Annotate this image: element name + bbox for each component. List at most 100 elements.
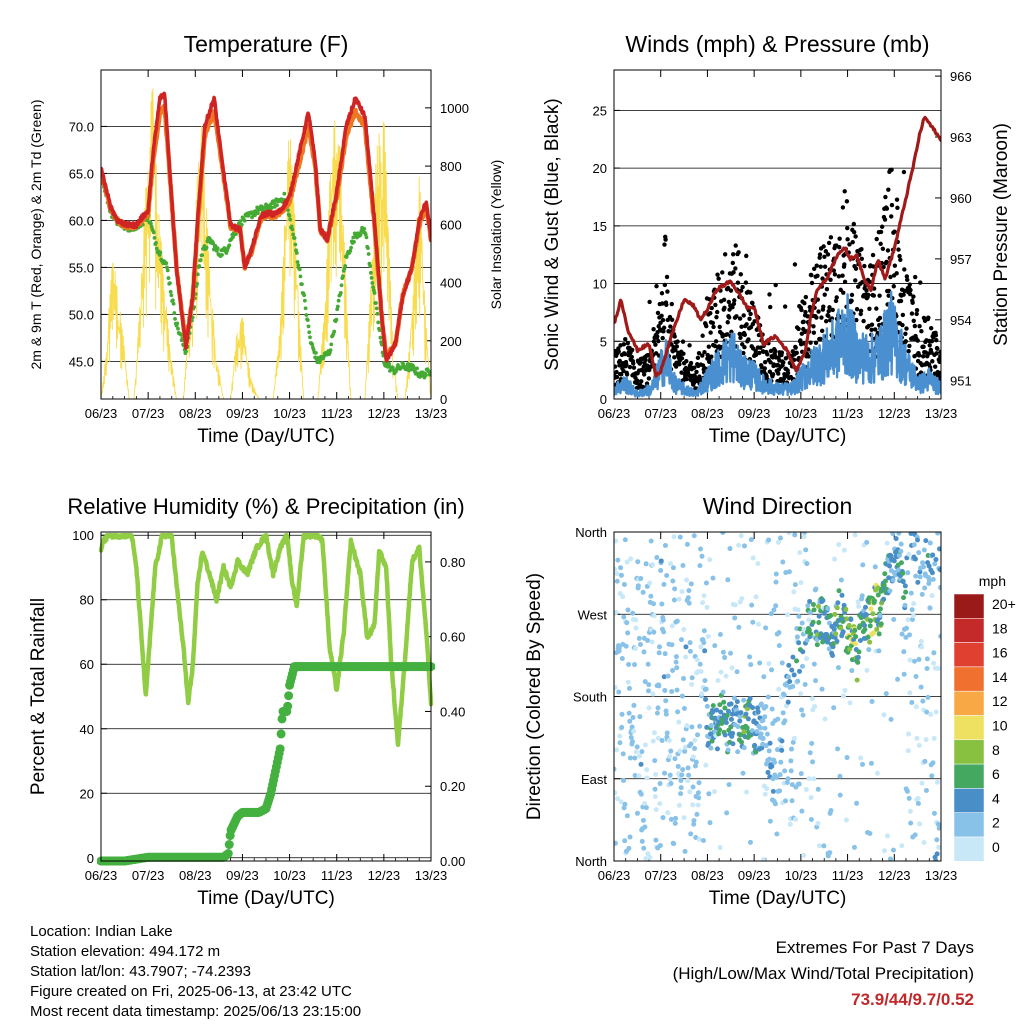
direction-point	[723, 673, 729, 679]
gust-point	[656, 338, 661, 344]
direction-point	[616, 689, 622, 695]
gust-point	[621, 342, 627, 347]
direction-point	[753, 594, 759, 600]
direction-point	[933, 858, 939, 861]
direction-point	[628, 556, 634, 562]
direction-point	[881, 596, 887, 602]
dewpoint-point	[366, 246, 370, 251]
gust-point	[832, 272, 838, 277]
y-tick-label: 55.0	[69, 260, 94, 275]
direction-point	[819, 686, 825, 692]
x-axis-label: Time (Day/UTC)	[709, 426, 847, 447]
direction-point	[848, 617, 854, 623]
gust-point	[728, 288, 734, 293]
dewpoint-point	[352, 240, 356, 244]
direction-point	[687, 640, 693, 646]
gust-point	[845, 237, 850, 242]
gust-point	[692, 365, 697, 370]
dewpoint-point	[172, 311, 177, 315]
gust-point	[898, 298, 904, 304]
direction-point	[643, 742, 649, 748]
gust-point	[904, 274, 910, 279]
direction-point	[938, 633, 941, 639]
y2-tick-label: 0.40	[440, 704, 465, 719]
direction-point	[929, 773, 935, 779]
direction-point	[791, 735, 797, 741]
gust-point	[739, 324, 744, 329]
direction-point	[876, 631, 882, 637]
direction-point	[636, 635, 642, 641]
direction-point	[768, 611, 774, 617]
direction-point	[614, 747, 620, 753]
direction-point	[677, 534, 683, 540]
direction-point	[868, 606, 874, 612]
direction-point	[907, 690, 913, 696]
direction-point	[775, 539, 781, 545]
gust-point	[785, 370, 791, 376]
gust-point	[919, 328, 924, 334]
x-tick-label: 06/23	[85, 406, 118, 421]
direction-point	[919, 644, 925, 650]
x-tick-label: 13/23	[415, 406, 448, 421]
direction-point	[913, 704, 919, 710]
gust-point	[811, 324, 816, 329]
gust-point	[929, 339, 935, 344]
direction-point	[669, 642, 675, 648]
direction-point	[720, 689, 726, 695]
gust-point	[773, 348, 778, 354]
direction-point	[671, 534, 677, 540]
legend-swatch	[953, 642, 985, 668]
y2-tick-label: 1000	[440, 101, 469, 116]
dewpoint-point	[215, 246, 220, 251]
station-info: Location: Indian Lake Station elevation:…	[30, 922, 361, 1022]
plot-border	[613, 69, 942, 400]
direction-point	[662, 687, 668, 693]
direction-point	[931, 660, 937, 666]
y-tick-label: West	[578, 607, 608, 622]
gust-point	[862, 263, 867, 269]
gust-point	[901, 292, 906, 297]
direction-point	[714, 707, 720, 713]
direction-point	[736, 542, 742, 548]
dewpoint-point	[369, 275, 374, 280]
y2-tick-label: 200	[440, 334, 462, 349]
direction-point	[901, 595, 907, 601]
direction-point	[757, 660, 763, 666]
gust-point	[643, 357, 648, 363]
direction-point	[721, 699, 727, 705]
direction-point	[914, 735, 920, 741]
legend-label: 4	[992, 790, 1000, 806]
gust-point	[840, 273, 845, 278]
direction-point	[792, 582, 798, 588]
direction-point	[858, 615, 864, 621]
direction-point	[882, 848, 888, 854]
direction-point	[912, 556, 918, 562]
direction-point	[625, 630, 631, 636]
dewpoint-point	[344, 255, 349, 259]
direction-point	[623, 643, 629, 649]
direction-point	[796, 668, 802, 674]
gust-point	[920, 354, 926, 359]
gust-point	[828, 277, 833, 282]
direction-point	[815, 786, 821, 792]
direction-point	[684, 541, 690, 547]
direction-point	[791, 589, 797, 595]
dewpoint-point	[307, 330, 312, 335]
direction-point	[934, 837, 940, 843]
direction-point	[700, 838, 706, 844]
direction-point	[691, 821, 697, 827]
dewpoint-point	[171, 301, 176, 306]
gust-point	[779, 350, 785, 355]
direction-point	[838, 577, 844, 583]
direction-point	[809, 740, 815, 746]
direction-point	[788, 758, 794, 764]
direction-point	[869, 699, 875, 705]
gust-point	[803, 309, 808, 315]
gust-point	[828, 235, 834, 240]
gust-point	[818, 264, 823, 269]
direction-point	[937, 546, 941, 552]
direction-point	[831, 626, 837, 632]
gust-point	[782, 304, 788, 309]
direction-point	[840, 629, 846, 635]
direction-point	[643, 856, 649, 861]
